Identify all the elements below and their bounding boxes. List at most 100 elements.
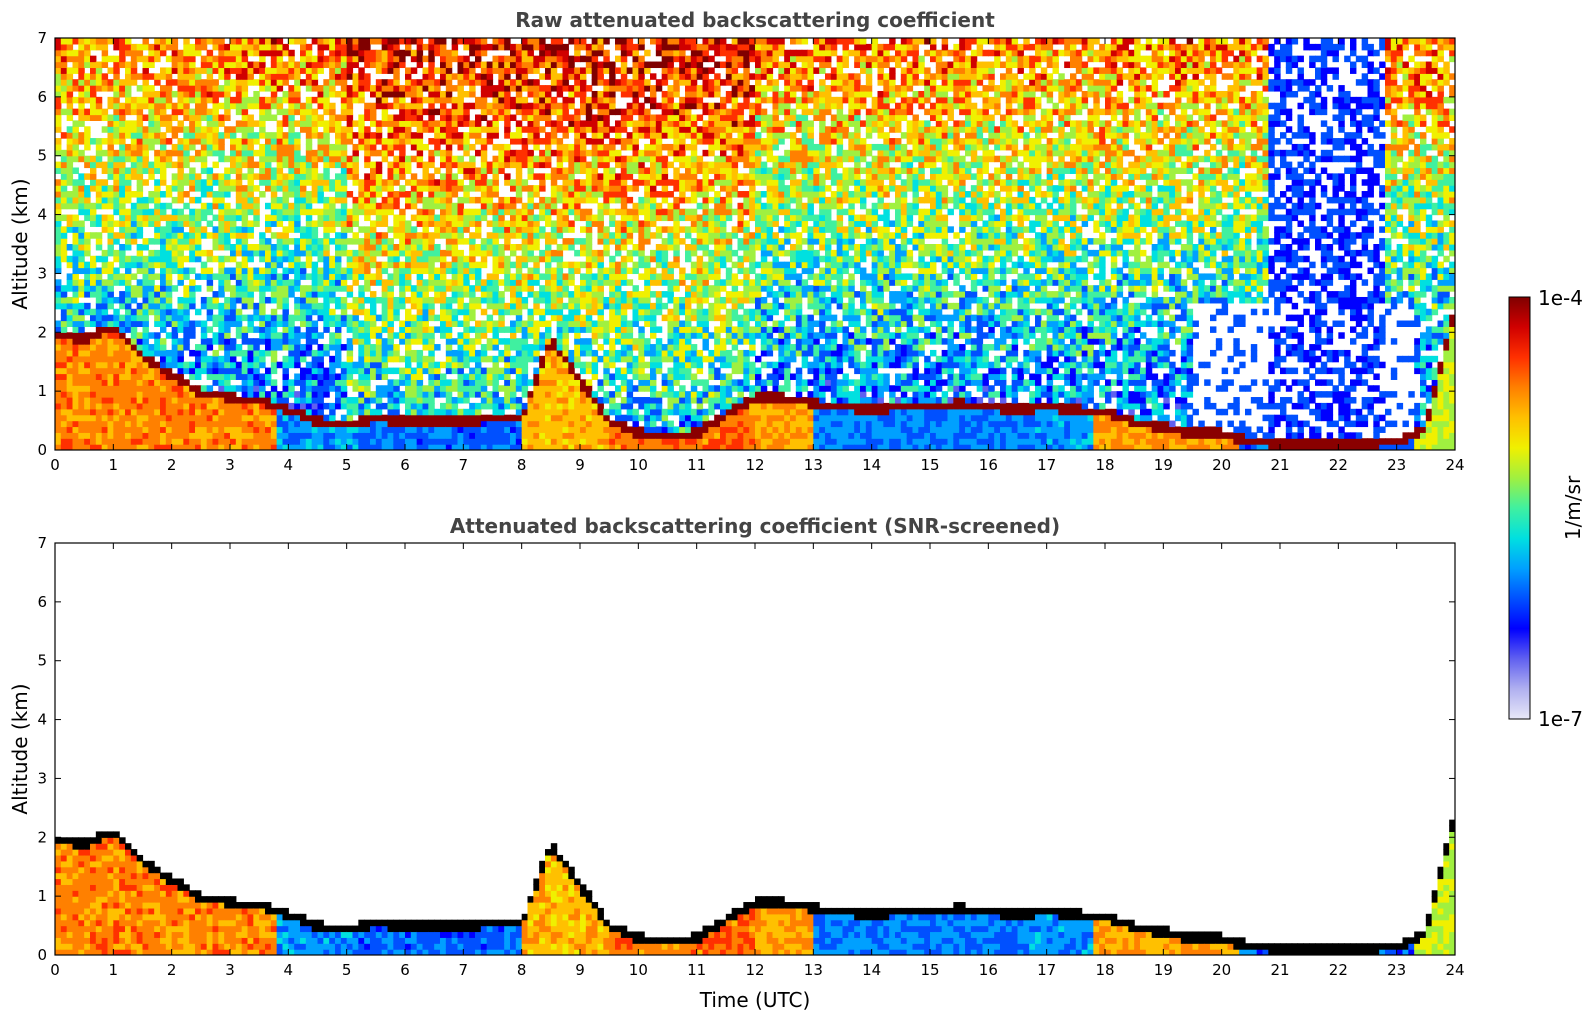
heatmap-cell bbox=[183, 161, 190, 169]
heatmap-cell bbox=[200, 414, 208, 422]
heatmap-cell bbox=[340, 102, 348, 110]
heatmap-cell bbox=[323, 90, 330, 98]
heatmap-cell bbox=[113, 132, 120, 139]
heatmap-cell bbox=[410, 326, 418, 333]
heatmap-cell bbox=[113, 208, 120, 216]
heatmap-cell bbox=[475, 38, 482, 45]
heatmap-cell bbox=[492, 385, 499, 392]
heatmap-cell bbox=[294, 244, 301, 251]
heatmap-cell bbox=[387, 414, 394, 422]
heatmap-cell bbox=[206, 273, 214, 280]
heatmap-cell bbox=[113, 120, 120, 127]
heatmap-cell bbox=[521, 114, 529, 121]
heatmap-cell bbox=[364, 296, 371, 304]
heatmap-cell bbox=[113, 196, 120, 204]
heatmap-cell bbox=[72, 261, 79, 269]
heatmap-cell bbox=[165, 138, 173, 145]
heatmap-cell bbox=[142, 438, 149, 445]
heatmap-cell bbox=[270, 296, 278, 304]
heatmap-cell bbox=[66, 179, 74, 186]
heatmap-cell bbox=[370, 438, 377, 445]
heatmap-cell bbox=[364, 79, 371, 86]
heatmap-cell bbox=[282, 314, 289, 322]
heatmap-cell bbox=[358, 291, 365, 298]
heatmap-cell bbox=[440, 432, 447, 439]
heatmap-cell bbox=[387, 432, 394, 439]
heatmap-cell bbox=[276, 43, 284, 51]
heatmap-cell bbox=[545, 414, 552, 422]
heatmap-cell bbox=[428, 191, 435, 198]
heatmap-cell bbox=[142, 326, 149, 333]
heatmap-cell bbox=[148, 191, 155, 198]
heatmap-cell bbox=[550, 61, 558, 69]
heatmap-cell bbox=[218, 273, 225, 280]
heatmap-cell bbox=[410, 79, 418, 86]
heatmap-cell bbox=[375, 273, 383, 280]
heatmap-cell bbox=[387, 149, 394, 157]
heatmap-cell bbox=[393, 173, 400, 180]
heatmap-cell bbox=[78, 155, 85, 163]
heatmap-cell bbox=[428, 220, 435, 227]
heatmap-cell bbox=[171, 132, 179, 139]
heatmap-cell bbox=[84, 344, 91, 351]
heatmap-cell bbox=[416, 426, 424, 433]
heatmap-cell bbox=[270, 261, 278, 269]
heatmap-cell bbox=[416, 355, 424, 363]
heatmap-cell bbox=[90, 308, 97, 316]
heatmap-cell bbox=[410, 385, 418, 392]
heatmap-cell bbox=[55, 349, 62, 357]
heatmap-cell bbox=[434, 132, 441, 139]
heatmap-cell bbox=[510, 208, 517, 216]
heatmap-cell bbox=[107, 355, 114, 363]
heatmap-cell bbox=[113, 61, 120, 69]
heatmap-cell bbox=[323, 273, 330, 280]
heatmap-cell bbox=[533, 426, 540, 433]
heatmap-cell bbox=[171, 314, 179, 322]
heatmap-cell bbox=[55, 444, 62, 450]
heatmap-cell bbox=[55, 43, 62, 51]
heatmap-cell bbox=[235, 108, 243, 116]
heatmap-cell bbox=[387, 385, 394, 392]
heatmap-cell bbox=[480, 261, 488, 269]
heatmap-cell bbox=[294, 296, 301, 304]
heatmap-cell bbox=[119, 302, 126, 310]
heatmap-cell bbox=[469, 308, 476, 316]
heatmap-cell bbox=[270, 214, 278, 222]
heatmap-cell bbox=[527, 432, 534, 439]
heatmap-cell bbox=[393, 397, 400, 404]
heatmap-cell bbox=[381, 208, 389, 216]
heatmap-cell bbox=[90, 67, 97, 74]
heatmap-cell bbox=[463, 349, 470, 357]
heatmap-cell bbox=[463, 108, 470, 116]
heatmap-cell bbox=[84, 61, 91, 69]
heatmap-cell bbox=[440, 226, 447, 233]
heatmap-cell bbox=[72, 85, 79, 92]
heatmap-cell bbox=[550, 138, 558, 145]
heatmap-cell bbox=[195, 196, 202, 204]
heatmap-cell bbox=[230, 79, 237, 86]
heatmap-cell bbox=[148, 167, 155, 174]
heatmap-cell bbox=[119, 414, 126, 422]
heatmap-cell bbox=[457, 379, 464, 386]
heatmap-cell bbox=[78, 391, 85, 398]
heatmap-cell bbox=[335, 267, 342, 275]
heatmap-cell bbox=[200, 349, 208, 357]
heatmap-cell bbox=[259, 73, 266, 80]
heatmap-cell bbox=[399, 61, 406, 69]
heatmap-cell bbox=[515, 291, 523, 298]
heatmap-cell bbox=[510, 96, 517, 104]
heatmap-cell bbox=[282, 173, 289, 180]
heatmap-cell bbox=[130, 79, 138, 86]
heatmap-cell bbox=[101, 226, 109, 233]
heatmap-cell bbox=[154, 238, 161, 245]
heatmap-cell bbox=[399, 55, 406, 63]
heatmap-cell bbox=[329, 155, 336, 163]
heatmap-cell bbox=[55, 191, 62, 198]
heatmap-cell bbox=[346, 38, 354, 45]
heatmap-cell bbox=[142, 220, 149, 227]
heatmap-cell bbox=[545, 108, 552, 116]
heatmap-cell bbox=[183, 320, 190, 327]
heatmap-cell bbox=[270, 73, 278, 80]
heatmap-cell bbox=[311, 273, 319, 280]
heatmap-cell bbox=[498, 326, 505, 333]
